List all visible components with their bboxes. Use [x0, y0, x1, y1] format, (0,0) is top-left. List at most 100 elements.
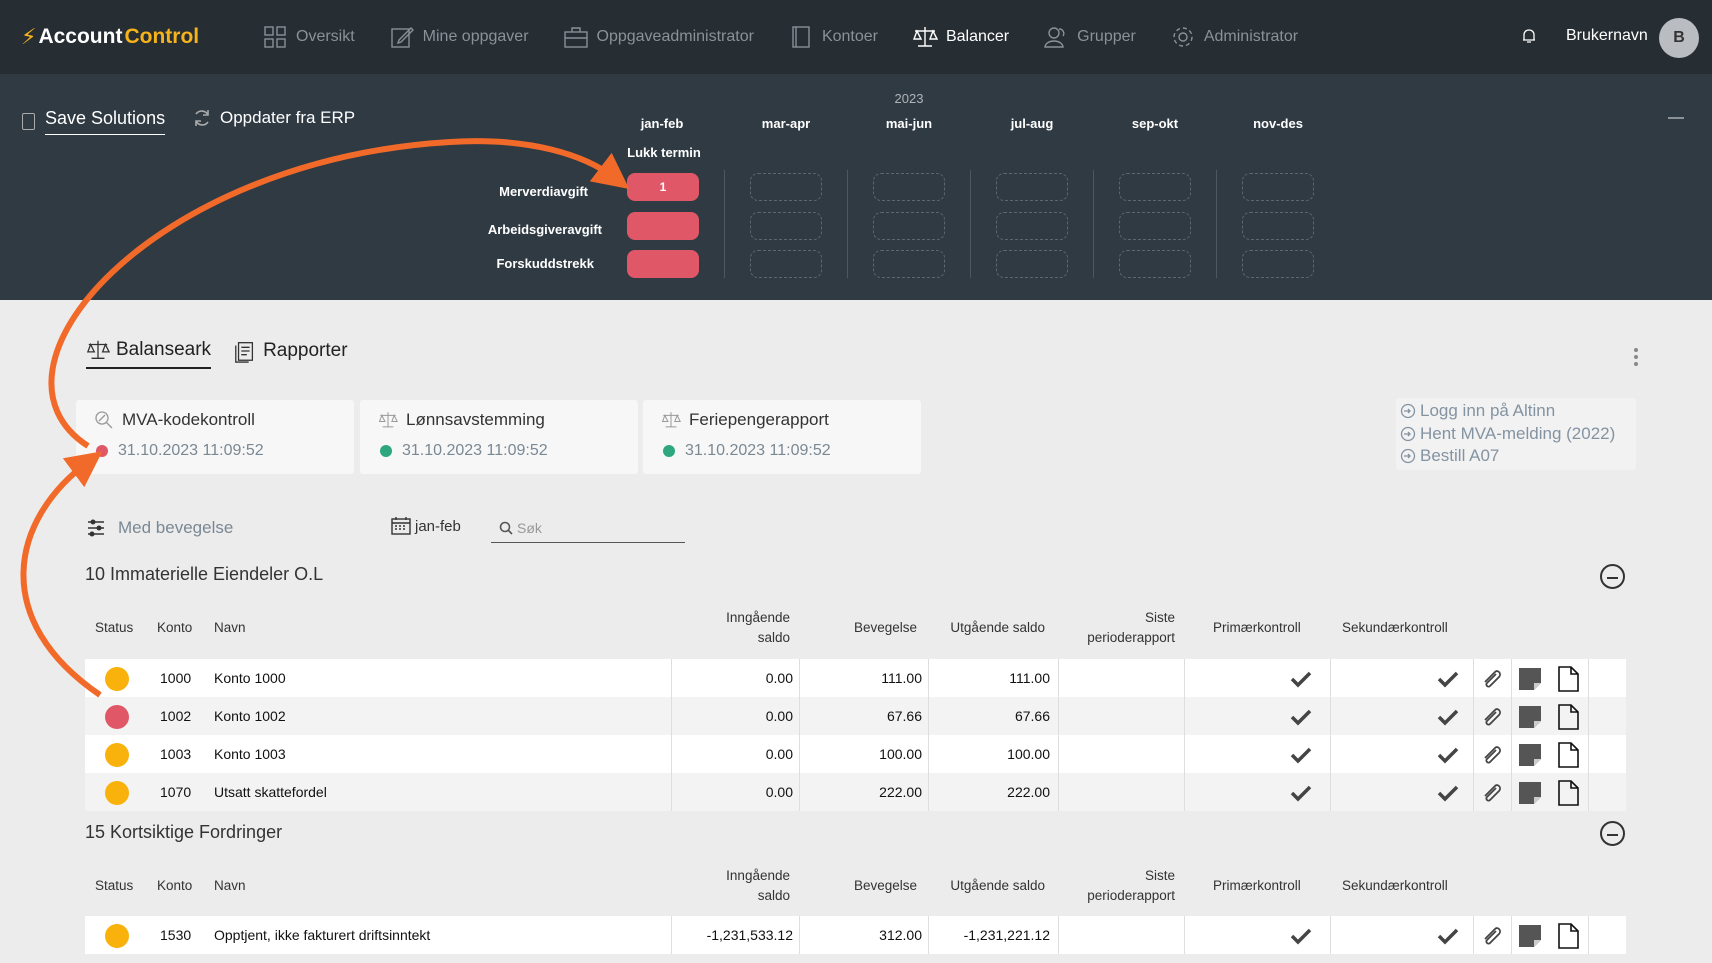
header-navn: Navn [214, 620, 246, 635]
note-icon[interactable] [1517, 923, 1543, 949]
users-icon [1044, 27, 1065, 48]
term-slot[interactable] [750, 212, 822, 240]
table-row[interactable]: 1003 Konto 1003 0.00 100.00 100.00 [85, 735, 1626, 773]
nav-item-oversikt[interactable]: Oversikt [262, 22, 355, 52]
search-input[interactable]: Søk [491, 514, 685, 543]
app-logo[interactable]: ⚡ Account Control [21, 24, 199, 50]
card-date: 31.10.2023 11:09:52 [402, 442, 548, 459]
section-title: 10 Immaterielle Eiendeler O.L [85, 564, 324, 584]
period-picker[interactable]: jan-feb [390, 516, 461, 536]
term-slot[interactable] [873, 173, 945, 201]
link-logg-inn-altinn[interactable]: Logg inn på Altinn [1400, 400, 1632, 423]
avatar[interactable]: B [1659, 18, 1699, 58]
report-icon [235, 342, 254, 363]
document-icon[interactable] [1555, 742, 1581, 768]
month-mar-apr: mar-apr [761, 116, 811, 131]
card-title: MVA-kodekontroll [122, 410, 255, 429]
paperclip-icon[interactable] [1478, 780, 1504, 806]
table-row[interactable]: 1530 Opptjent, ikke fakturert driftsinnt… [85, 916, 1626, 954]
term-slot[interactable] [750, 250, 822, 278]
tab-rapporter[interactable]: Rapporter [233, 338, 348, 369]
term-slot[interactable] [996, 173, 1068, 201]
check-icon[interactable] [1288, 742, 1314, 768]
nav-label: Oppgaveadministrator [596, 28, 754, 45]
check-icon[interactable] [1435, 780, 1461, 806]
check-icon[interactable] [1288, 666, 1314, 692]
check-icon[interactable] [1435, 666, 1461, 692]
paperclip-icon[interactable] [1478, 666, 1504, 692]
username[interactable]: Brukernavn [1566, 27, 1648, 44]
minimize-icon[interactable] [1668, 117, 1684, 119]
card-feriepengerapport[interactable]: Feriepengerapport 31.10.2023 11:09:52 [643, 400, 921, 474]
collapse-icon[interactable] [1600, 821, 1625, 846]
term-slot[interactable] [1119, 212, 1191, 240]
bell-icon[interactable] [1520, 27, 1538, 45]
card-mva-kodekontroll[interactable]: MVA-kodekontroll 31.10.2023 11:09:52 [76, 400, 354, 474]
check-icon[interactable] [1288, 780, 1314, 806]
nav-item-kontoer[interactable]: Kontoer [788, 22, 878, 52]
paperclip-icon[interactable] [1478, 923, 1504, 949]
link-label: Bestill A07 [1420, 446, 1500, 466]
term-button-arbeidsgiveravgift-jan-feb[interactable] [627, 212, 699, 240]
header-navn: Navn [214, 878, 246, 893]
logo-text-control: Control [124, 25, 200, 48]
tab-balanseark[interactable]: Balanseark [86, 338, 212, 369]
inngaende-cell: 0.00 [765, 784, 793, 800]
collapse-icon[interactable] [1600, 564, 1625, 589]
term-slot[interactable] [873, 250, 945, 278]
book-icon [792, 26, 810, 48]
link-hent-mva-melding[interactable]: Hent MVA-melding (2022) [1400, 423, 1632, 446]
nav-item-oppgaveadministrator[interactable]: Oppgaveadministrator [563, 22, 754, 52]
nav-label: Grupper [1077, 28, 1136, 45]
term-slot[interactable] [1242, 250, 1314, 278]
nav-item-mine-oppgaver[interactable]: Mine oppgaver [389, 22, 529, 52]
konto-cell: 1070 [160, 784, 192, 800]
nav-label: Kontoer [821, 28, 878, 45]
check-icon[interactable] [1435, 742, 1461, 768]
utgaende-cell: 222.00 [1007, 784, 1050, 800]
note-icon[interactable] [1517, 666, 1543, 692]
status-dot [105, 667, 129, 691]
more-options-icon[interactable] [1634, 348, 1638, 366]
paperclip-icon[interactable] [1478, 704, 1504, 730]
paperclip-icon[interactable] [1478, 742, 1504, 768]
lukk-termin-button[interactable]: Lukk termin [627, 145, 701, 160]
link-bestill-a07[interactable]: Bestill A07 [1400, 445, 1632, 468]
table-row[interactable]: 1070 Utsatt skattefordel 0.00 222.00 222… [85, 773, 1626, 811]
note-icon[interactable] [1517, 742, 1543, 768]
note-icon[interactable] [1517, 704, 1543, 730]
term-slot[interactable] [1242, 212, 1314, 240]
header-bevegelse: Bevegelse [853, 620, 917, 635]
note-icon[interactable] [1517, 780, 1543, 806]
status-dot [105, 924, 129, 948]
term-slot[interactable] [1119, 250, 1191, 278]
table-row[interactable]: 1002 Konto 1002 0.00 67.66 67.66 [85, 697, 1626, 735]
document-icon[interactable] [1555, 704, 1581, 730]
check-icon[interactable] [1288, 704, 1314, 730]
update-erp-button[interactable]: Oppdater fra ERP [192, 108, 355, 128]
term-button-merverdiavgift-jan-feb[interactable]: 1 [627, 173, 699, 201]
movement-filter[interactable]: Med bevegelse [86, 518, 233, 538]
term-slot[interactable] [750, 173, 822, 201]
term-slot[interactable] [1242, 173, 1314, 201]
card-lonnsavstemming[interactable]: Lønnsavstemming 31.10.2023 11:09:52 [360, 400, 638, 474]
header-status: Status [95, 620, 134, 635]
term-slot[interactable] [996, 250, 1068, 278]
header-primaerkontroll: Primærkontroll [1213, 620, 1301, 635]
term-button-forskuddstrekk-jan-feb[interactable] [627, 250, 699, 278]
check-icon[interactable] [1435, 923, 1461, 949]
nav-item-balancer[interactable]: Balancer [912, 22, 1009, 52]
check-icon[interactable] [1435, 704, 1461, 730]
nav-item-grupper[interactable]: Grupper [1043, 22, 1136, 52]
check-icon[interactable] [1288, 923, 1314, 949]
document-icon[interactable] [1555, 780, 1581, 806]
header-inngaende: Inngående saldo [726, 868, 790, 903]
document-icon[interactable] [1555, 666, 1581, 692]
table-row[interactable]: 1000 Konto 1000 0.00 111.00 111.00 [85, 659, 1626, 697]
term-slot[interactable] [996, 212, 1068, 240]
term-slot[interactable] [1119, 173, 1191, 201]
document-icon[interactable] [1555, 923, 1581, 949]
save-solutions-button[interactable]: Save Solutions [22, 108, 166, 135]
term-slot[interactable] [873, 212, 945, 240]
nav-item-administrator[interactable]: Administrator [1170, 22, 1298, 52]
